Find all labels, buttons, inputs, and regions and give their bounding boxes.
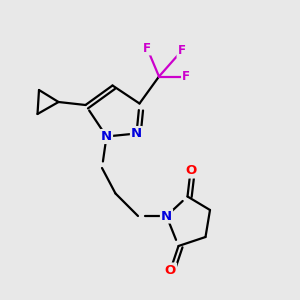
- Text: O: O: [185, 164, 196, 178]
- Text: N: N: [161, 209, 172, 223]
- Text: F: F: [182, 70, 190, 83]
- Text: N: N: [101, 130, 112, 143]
- Text: F: F: [178, 44, 185, 58]
- Text: F: F: [143, 41, 151, 55]
- Text: N: N: [131, 127, 142, 140]
- Text: O: O: [165, 263, 176, 277]
